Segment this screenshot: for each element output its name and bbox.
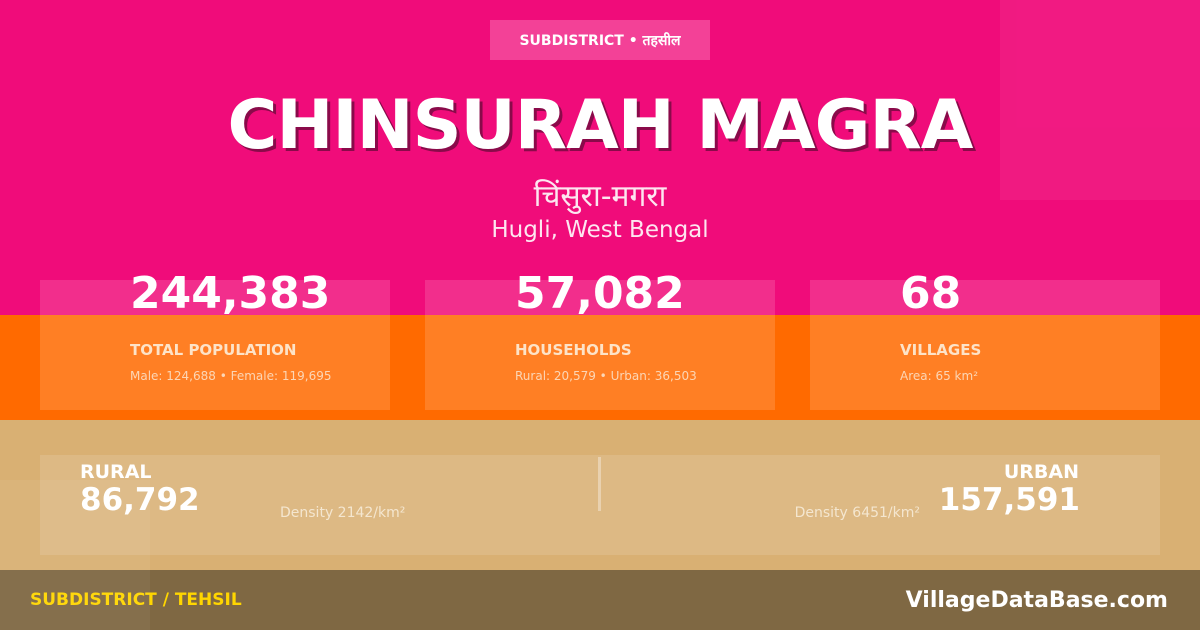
rural-label: RURAL bbox=[80, 461, 152, 483]
page-title: CHINSURAH MAGRA bbox=[227, 86, 974, 165]
urban-label: URBAN bbox=[1003, 461, 1079, 483]
stat-detail: Male: 124,688 • Female: 119,695 bbox=[130, 369, 332, 383]
rural-value: 86,792 bbox=[80, 482, 200, 518]
stat-label: TOTAL POPULATION bbox=[130, 341, 297, 359]
divider bbox=[598, 457, 601, 511]
stat-value: 57,082 bbox=[515, 268, 685, 319]
split-band bbox=[0, 420, 1200, 570]
footer-category: SUBDISTRICT / TEHSIL bbox=[30, 590, 242, 610]
footer: SUBDISTRICT / TEHSIL VillageDataBase.com bbox=[0, 570, 1200, 630]
stat-detail: Rural: 20,579 • Urban: 36,503 bbox=[515, 369, 697, 383]
type-badge: SUBDISTRICT • तहसील bbox=[490, 20, 710, 60]
urban-value: 157,591 bbox=[938, 482, 1080, 518]
urban-density: Density 6451/km² bbox=[794, 505, 920, 521]
site-logo[interactable]: VillageDataBase.com bbox=[905, 587, 1168, 613]
title-hindi: चिंसुरा-मगरा bbox=[533, 179, 667, 214]
stat-label: VILLAGES bbox=[900, 341, 982, 359]
rural-urban-panel: RURAL 86,792 Density 2142/km² Density 64… bbox=[40, 455, 1160, 555]
stat-detail: Area: 65 km² bbox=[900, 369, 979, 383]
stat-label: HOUSEHOLDS bbox=[515, 341, 632, 359]
header-band bbox=[0, 0, 1200, 315]
decorative-square bbox=[1000, 0, 1200, 200]
location: Hugli, West Bengal bbox=[491, 217, 709, 243]
stats-band bbox=[0, 315, 1200, 420]
decorative-square bbox=[0, 480, 150, 630]
stat-card-population: 244,383 TOTAL POPULATION Male: 124,688 •… bbox=[40, 268, 390, 410]
rural-density: Density 2142/km² bbox=[280, 505, 406, 521]
stat-card-households: 57,082 HOUSEHOLDS Rural: 20,579 • Urban:… bbox=[425, 268, 775, 410]
stat-value: 68 bbox=[900, 268, 962, 319]
stat-card-villages: 68 VILLAGES Area: 65 km² bbox=[810, 268, 1160, 410]
stat-value: 244,383 bbox=[130, 268, 331, 319]
